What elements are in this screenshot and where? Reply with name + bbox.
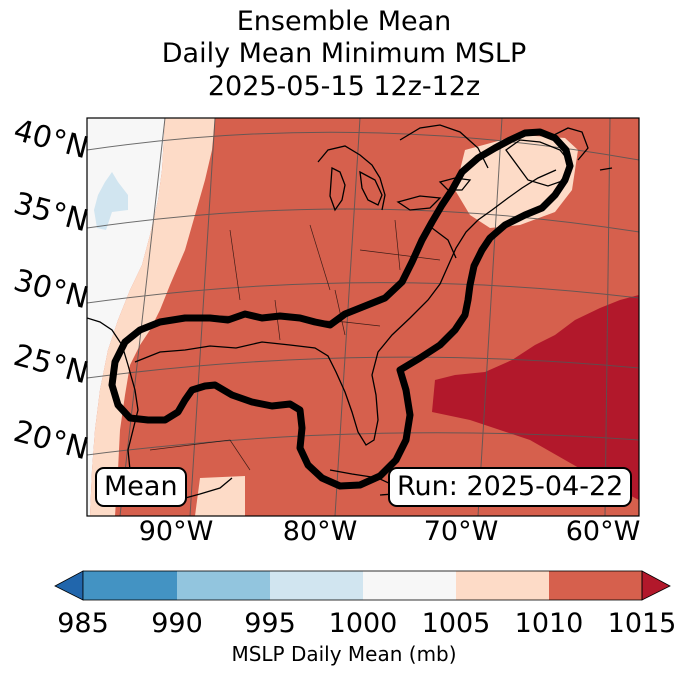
colorbar-extend-low xyxy=(54,570,84,601)
colorbar-bin-1010-1015 xyxy=(549,571,642,600)
colorbar-bin-1005-1010 xyxy=(456,571,549,600)
mslp-contour xyxy=(108,128,574,490)
field-995-1000 xyxy=(94,172,128,230)
map-frame xyxy=(86,117,640,517)
colorbar-tick-1000: 1000 xyxy=(328,608,398,639)
colorbar-tick-990: 990 xyxy=(151,608,203,639)
lon-label-60w: 60°W xyxy=(566,516,641,547)
run-date-box: Run: 2025-04-22 xyxy=(388,467,633,507)
lat-label-25: 25°N xyxy=(10,338,92,391)
lon-label-80w: 80°W xyxy=(283,516,358,547)
title-line-2: Daily Mean Minimum MSLP xyxy=(161,38,527,69)
colorbar-tick-1010: 1010 xyxy=(514,608,584,639)
colorbar-bin-995-1000 xyxy=(270,571,363,600)
title-line-3: 2025-05-15 12z-12z xyxy=(207,71,481,102)
colorbar-bin-1000-1005 xyxy=(363,571,456,600)
lon-label-70w: 70°W xyxy=(424,516,499,547)
field-1005-1010-south xyxy=(195,476,245,516)
colorbar-tick-1005: 1005 xyxy=(421,608,491,639)
colorbar xyxy=(54,570,671,601)
lat-label-30: 30°N xyxy=(10,263,92,316)
lat-label-20: 20°N xyxy=(10,414,92,467)
colorbar-tick-995: 995 xyxy=(244,608,296,639)
colorbar-tick-1015: 1015 xyxy=(607,608,677,639)
colorbar-frame xyxy=(82,570,643,601)
colorbar-extend-high xyxy=(641,570,671,601)
title-line-1: Ensemble Mean xyxy=(236,6,452,37)
colorbar-bin-985-990 xyxy=(83,571,177,600)
boundaries xyxy=(149,219,441,471)
map-panel xyxy=(87,118,639,516)
colorbar-tick-985: 985 xyxy=(57,608,109,639)
field-above-1015 xyxy=(432,295,639,500)
mean-label-box: Mean xyxy=(95,467,187,507)
colorbar-bin-990-995 xyxy=(177,571,270,600)
lat-label-40: 40°N xyxy=(10,113,92,166)
lon-label-90w: 90°W xyxy=(139,516,214,547)
colorbar-label: MSLP Daily Mean (mb) xyxy=(231,642,457,666)
field-1005-1010-west xyxy=(90,118,215,516)
lat-label-35: 35°N xyxy=(10,186,92,239)
